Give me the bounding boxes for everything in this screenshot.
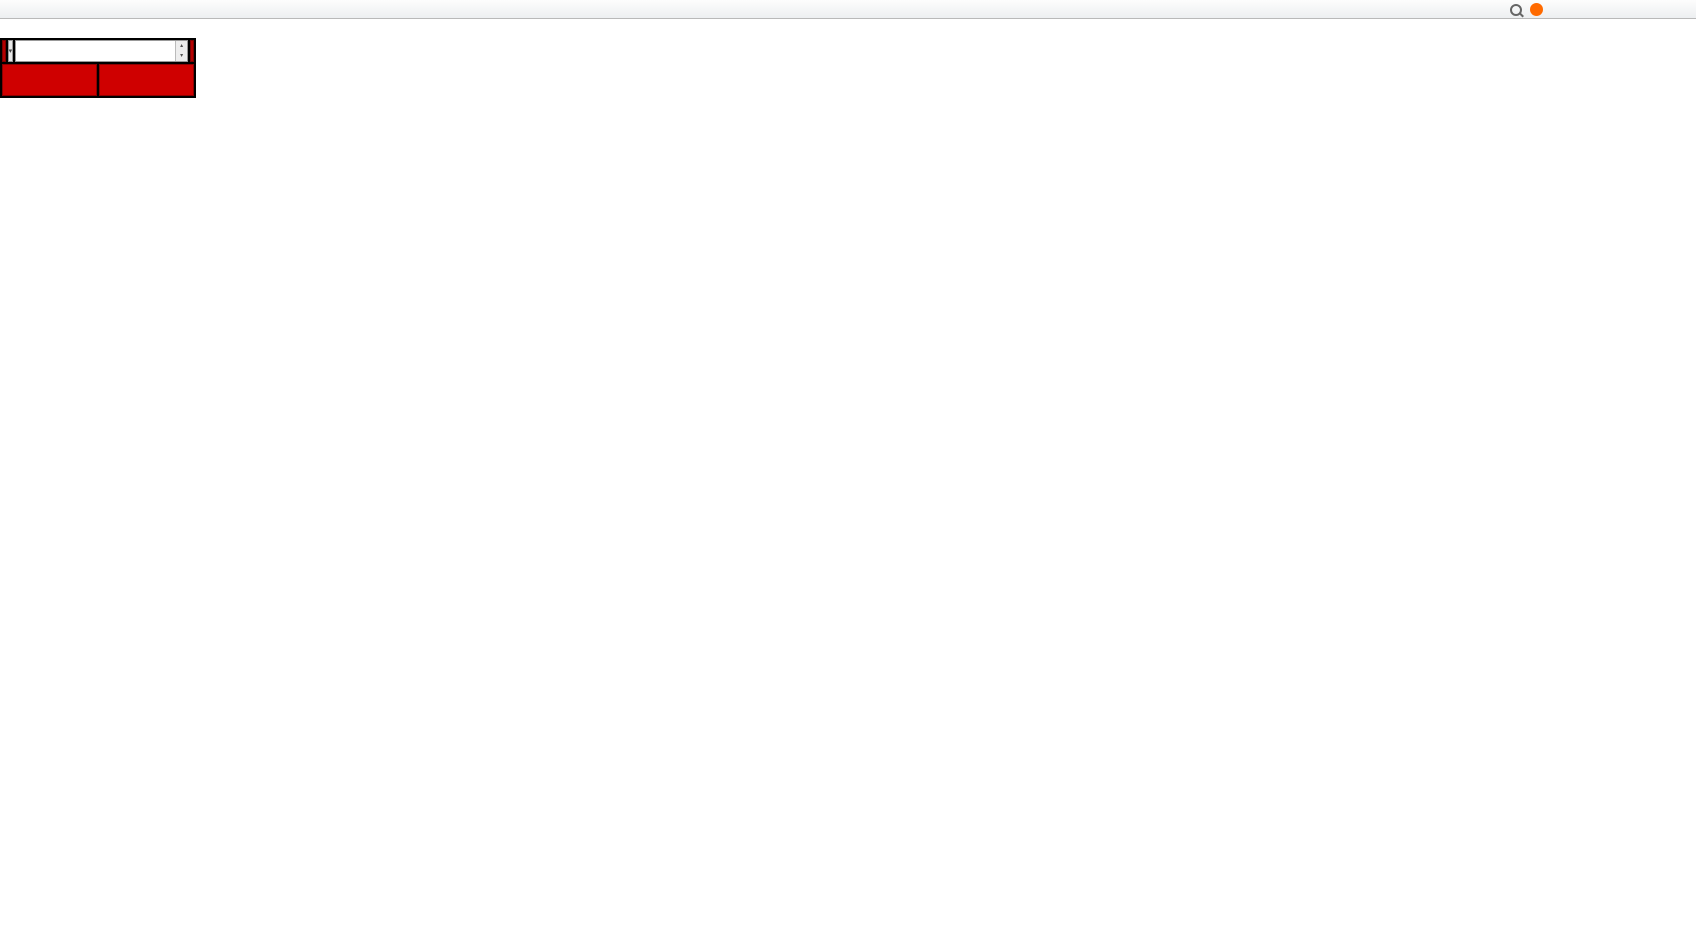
volume-up-button[interactable]: ▴	[176, 41, 188, 51]
volume-field: ▴ ▾	[15, 40, 189, 62]
buy-price[interactable]	[99, 64, 194, 96]
toolbar-right-group	[1510, 3, 1543, 16]
trade-panel-prices	[2, 64, 194, 96]
trade-panel-controls: ▾ ▴ ▾	[2, 40, 194, 62]
toolbar	[0, 0, 1696, 19]
sell-price[interactable]	[2, 64, 97, 96]
buy-button[interactable]	[190, 40, 194, 62]
volume-input[interactable]	[16, 41, 176, 61]
volume-dropdown-button[interactable]: ▾	[7, 40, 14, 62]
volume-down-button[interactable]: ▾	[176, 51, 188, 61]
volume-spinner: ▴ ▾	[175, 41, 188, 61]
sell-button[interactable]	[2, 40, 6, 62]
search-icon[interactable]	[1510, 3, 1522, 16]
one-click-trading-panel: ▾ ▴ ▾	[0, 38, 196, 98]
notification-badge[interactable]	[1530, 3, 1543, 16]
